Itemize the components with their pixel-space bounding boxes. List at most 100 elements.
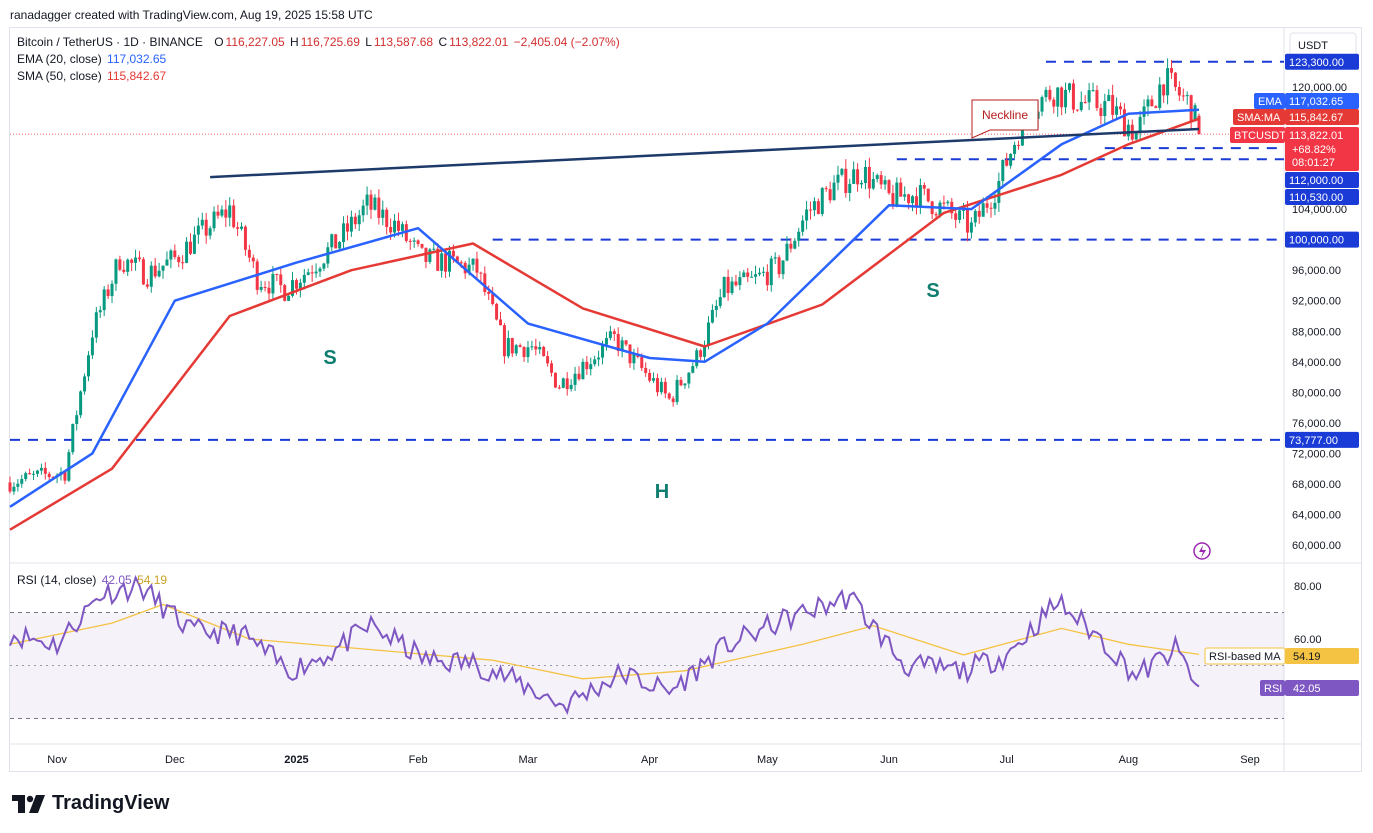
candle-body[interactable]: [1091, 90, 1095, 92]
candle-body[interactable]: [16, 483, 20, 487]
candle-body[interactable]: [1005, 159, 1009, 166]
candle-body[interactable]: [750, 276, 754, 278]
candle-body[interactable]: [624, 340, 628, 345]
candle-body[interactable]: [353, 216, 357, 225]
candle-body[interactable]: [1134, 131, 1138, 140]
candle-body[interactable]: [428, 249, 432, 262]
candle-body[interactable]: [114, 259, 118, 284]
candle-body[interactable]: [455, 256, 459, 263]
candle-body[interactable]: [24, 473, 28, 480]
candle-body[interactable]: [1075, 109, 1079, 111]
candle-body[interactable]: [126, 259, 130, 272]
candle-body[interactable]: [765, 271, 769, 286]
sma-50-line[interactable]: [9, 117, 1200, 531]
rsi-line[interactable]: [9, 574, 1200, 715]
candle-body[interactable]: [153, 265, 157, 277]
candle-body[interactable]: [820, 188, 824, 215]
candle-body[interactable]: [852, 169, 856, 184]
candle-body[interactable]: [243, 226, 247, 250]
candle-body[interactable]: [271, 273, 275, 294]
candle-body[interactable]: [90, 337, 94, 356]
candle-body[interactable]: [836, 174, 840, 183]
candle-body[interactable]: [1009, 153, 1013, 166]
candle-body[interactable]: [71, 423, 75, 453]
candle-body[interactable]: [157, 270, 161, 277]
candle-body[interactable]: [39, 467, 43, 471]
candle-body[interactable]: [601, 344, 605, 358]
ema-value-tag-bg[interactable]: [1285, 93, 1359, 109]
candle-body[interactable]: [502, 325, 506, 357]
candle-body[interactable]: [828, 189, 832, 201]
candle-body[interactable]: [451, 250, 455, 257]
candle-body[interactable]: [781, 260, 785, 275]
candle-body[interactable]: [1040, 97, 1044, 112]
candle-body[interactable]: [259, 286, 263, 290]
candle-body[interactable]: [530, 346, 534, 348]
candle-body[interactable]: [32, 473, 36, 475]
candle-body[interactable]: [675, 379, 679, 403]
candle-body[interactable]: [561, 378, 565, 388]
level-100000-tag-bg[interactable]: [1285, 231, 1359, 248]
alert-lightning-icon[interactable]: [1193, 542, 1211, 560]
candle-body[interactable]: [1115, 106, 1119, 115]
level-110530-tag-bg[interactable]: [1285, 189, 1359, 205]
candle-body[interactable]: [773, 257, 777, 259]
candle-body[interactable]: [130, 259, 134, 263]
candle-body[interactable]: [577, 373, 581, 380]
symbol-title[interactable]: Bitcoin / TetherUS · 1D · BINANCE: [17, 35, 203, 49]
candle-body[interactable]: [867, 166, 871, 189]
candle-body[interactable]: [742, 272, 746, 278]
candle-body[interactable]: [1158, 84, 1162, 108]
candle-body[interactable]: [1016, 144, 1020, 146]
candle-body[interactable]: [224, 209, 228, 218]
candle-body[interactable]: [338, 241, 342, 249]
candle-body[interactable]: [385, 209, 389, 227]
candle-body[interactable]: [322, 263, 326, 269]
candle-body[interactable]: [597, 357, 601, 360]
candle-body[interactable]: [35, 470, 39, 474]
candle-body[interactable]: [479, 272, 483, 274]
candle-body[interactable]: [1001, 159, 1005, 182]
candle-body[interactable]: [83, 376, 87, 392]
last-price-block[interactable]: [1285, 127, 1359, 171]
candle-body[interactable]: [538, 346, 542, 350]
candle-body[interactable]: [444, 253, 448, 272]
candle-body[interactable]: [483, 273, 487, 292]
candle-body[interactable]: [283, 285, 287, 301]
candle-body[interactable]: [1154, 106, 1158, 108]
candle-body[interactable]: [141, 259, 145, 285]
candle-body[interactable]: [1170, 68, 1174, 73]
candle-body[interactable]: [1166, 68, 1170, 96]
candle-body[interactable]: [149, 265, 153, 287]
candle-body[interactable]: [467, 264, 471, 274]
candle-body[interactable]: [491, 293, 495, 304]
candle-body[interactable]: [801, 220, 805, 232]
candle-body[interactable]: [420, 243, 424, 248]
candle-body[interactable]: [389, 226, 393, 233]
candle-body[interactable]: [342, 223, 346, 242]
candle-body[interactable]: [726, 276, 730, 294]
candle-body[interactable]: [632, 353, 636, 364]
candle-body[interactable]: [640, 356, 644, 369]
candle-body[interactable]: [145, 284, 149, 287]
candle-body[interactable]: [1095, 90, 1099, 109]
candle-body[interactable]: [499, 319, 503, 326]
candle-body[interactable]: [1107, 95, 1111, 102]
candle-body[interactable]: [954, 213, 958, 220]
candle-body[interactable]: [1193, 105, 1197, 122]
candle-body[interactable]: [965, 209, 969, 233]
candle-body[interactable]: [416, 240, 420, 244]
candle-body[interactable]: [848, 183, 852, 193]
candle-body[interactable]: [840, 168, 844, 175]
symbol-tag-bg[interactable]: [1230, 127, 1285, 143]
candle-body[interactable]: [173, 250, 177, 258]
candle-body[interactable]: [20, 479, 24, 484]
candle-body[interactable]: [938, 202, 942, 216]
rsi-value-tag-bg[interactable]: [1285, 680, 1359, 696]
candle-body[interactable]: [718, 297, 722, 306]
candle-body[interactable]: [220, 209, 224, 216]
candle-body[interactable]: [345, 223, 349, 232]
candle-body[interactable]: [1064, 89, 1068, 108]
candle-body[interactable]: [314, 271, 318, 274]
candle-body[interactable]: [789, 243, 793, 249]
